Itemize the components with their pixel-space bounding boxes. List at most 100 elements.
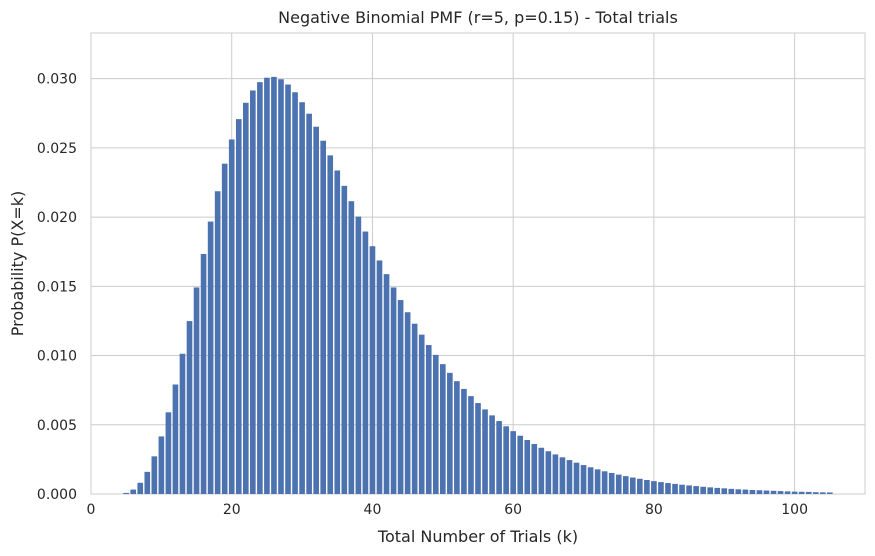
bar	[573, 462, 580, 494]
bar	[334, 170, 341, 495]
bar	[658, 482, 664, 494]
bar	[179, 353, 186, 494]
y-axis-label: Probability P(X=k)	[8, 191, 27, 336]
y-tick-label: 0.015	[37, 279, 77, 295]
bar	[798, 491, 805, 494]
bar	[686, 485, 692, 494]
bars	[123, 76, 833, 495]
bar	[151, 456, 158, 494]
bar	[432, 354, 439, 494]
bar	[144, 471, 151, 494]
bar	[693, 486, 699, 494]
bar	[454, 381, 460, 494]
bar	[137, 482, 144, 494]
bar	[594, 469, 601, 494]
bar	[749, 489, 756, 494]
bar	[552, 454, 559, 494]
bar	[496, 421, 502, 494]
bar	[341, 185, 348, 494]
y-tick-label: 0.030	[37, 72, 77, 88]
bar	[700, 486, 706, 494]
x-tick-label: 80	[645, 502, 663, 518]
bar	[714, 487, 721, 494]
bar	[784, 491, 791, 494]
bar	[207, 221, 214, 494]
bar	[193, 287, 200, 494]
bar	[545, 451, 552, 494]
bar	[165, 412, 172, 494]
bar	[524, 440, 531, 494]
bar	[468, 396, 474, 494]
y-tick-label: 0.010	[37, 349, 77, 365]
x-tick-label: 100	[781, 502, 808, 518]
bar	[383, 274, 390, 494]
bar	[313, 126, 319, 494]
bar	[200, 253, 207, 494]
bar	[369, 246, 376, 494]
bar	[805, 491, 812, 494]
x-tick-label: 0	[87, 502, 96, 518]
bar	[221, 163, 228, 494]
bar	[130, 489, 137, 494]
x-axis-label: Total Number of Trials (k)	[377, 527, 578, 546]
bar	[742, 489, 749, 494]
bar	[601, 471, 608, 494]
bar	[186, 321, 193, 494]
bar	[629, 477, 636, 494]
bar	[447, 372, 453, 494]
bar	[489, 415, 495, 494]
bar	[278, 79, 284, 495]
bar	[264, 77, 270, 495]
bar	[397, 300, 404, 494]
bar	[425, 345, 432, 494]
bar	[461, 388, 467, 494]
bar	[158, 436, 165, 494]
bar	[770, 490, 777, 494]
bar	[482, 409, 488, 494]
bar	[735, 489, 742, 494]
bar	[707, 487, 714, 494]
bar	[440, 364, 446, 494]
y-axis-ticks: 0.000 0.005 0.010 0.015 0.020 0.025 0.030	[37, 72, 77, 503]
bar	[812, 492, 819, 494]
bar	[320, 140, 327, 494]
bar	[510, 431, 516, 494]
bar	[306, 113, 312, 495]
x-tick-label: 60	[504, 502, 522, 518]
bar	[376, 260, 383, 494]
bar	[172, 384, 179, 494]
bar	[672, 483, 678, 494]
bar	[517, 435, 524, 494]
bar	[475, 403, 481, 494]
bar	[348, 201, 355, 494]
chart-title: Negative Binomial PMF (r=5, p=0.15) - To…	[278, 8, 678, 27]
bar	[777, 491, 784, 494]
bar	[418, 334, 425, 494]
bar	[819, 492, 826, 494]
bar	[665, 483, 671, 494]
bar	[566, 460, 573, 494]
bar	[721, 488, 728, 494]
bar	[580, 465, 587, 494]
bar	[587, 467, 594, 494]
bar	[228, 139, 235, 494]
x-axis-ticks: 0 20 40 60 80 100	[87, 502, 808, 518]
bar	[271, 76, 277, 495]
bar	[503, 426, 509, 494]
y-tick-label: 0.025	[37, 141, 77, 157]
bar	[559, 457, 566, 494]
bar	[355, 216, 362, 494]
bar	[651, 481, 657, 494]
bar	[411, 323, 418, 494]
bar	[791, 491, 798, 494]
bar	[123, 492, 129, 494]
y-tick-label: 0.005	[37, 418, 77, 434]
x-tick-label: 20	[223, 502, 241, 518]
bar	[327, 155, 334, 494]
y-tick-label: 0.020	[37, 210, 77, 226]
bar	[214, 191, 221, 494]
bar	[531, 444, 538, 494]
bar	[242, 102, 249, 494]
bar	[679, 484, 685, 494]
bar	[615, 474, 622, 494]
